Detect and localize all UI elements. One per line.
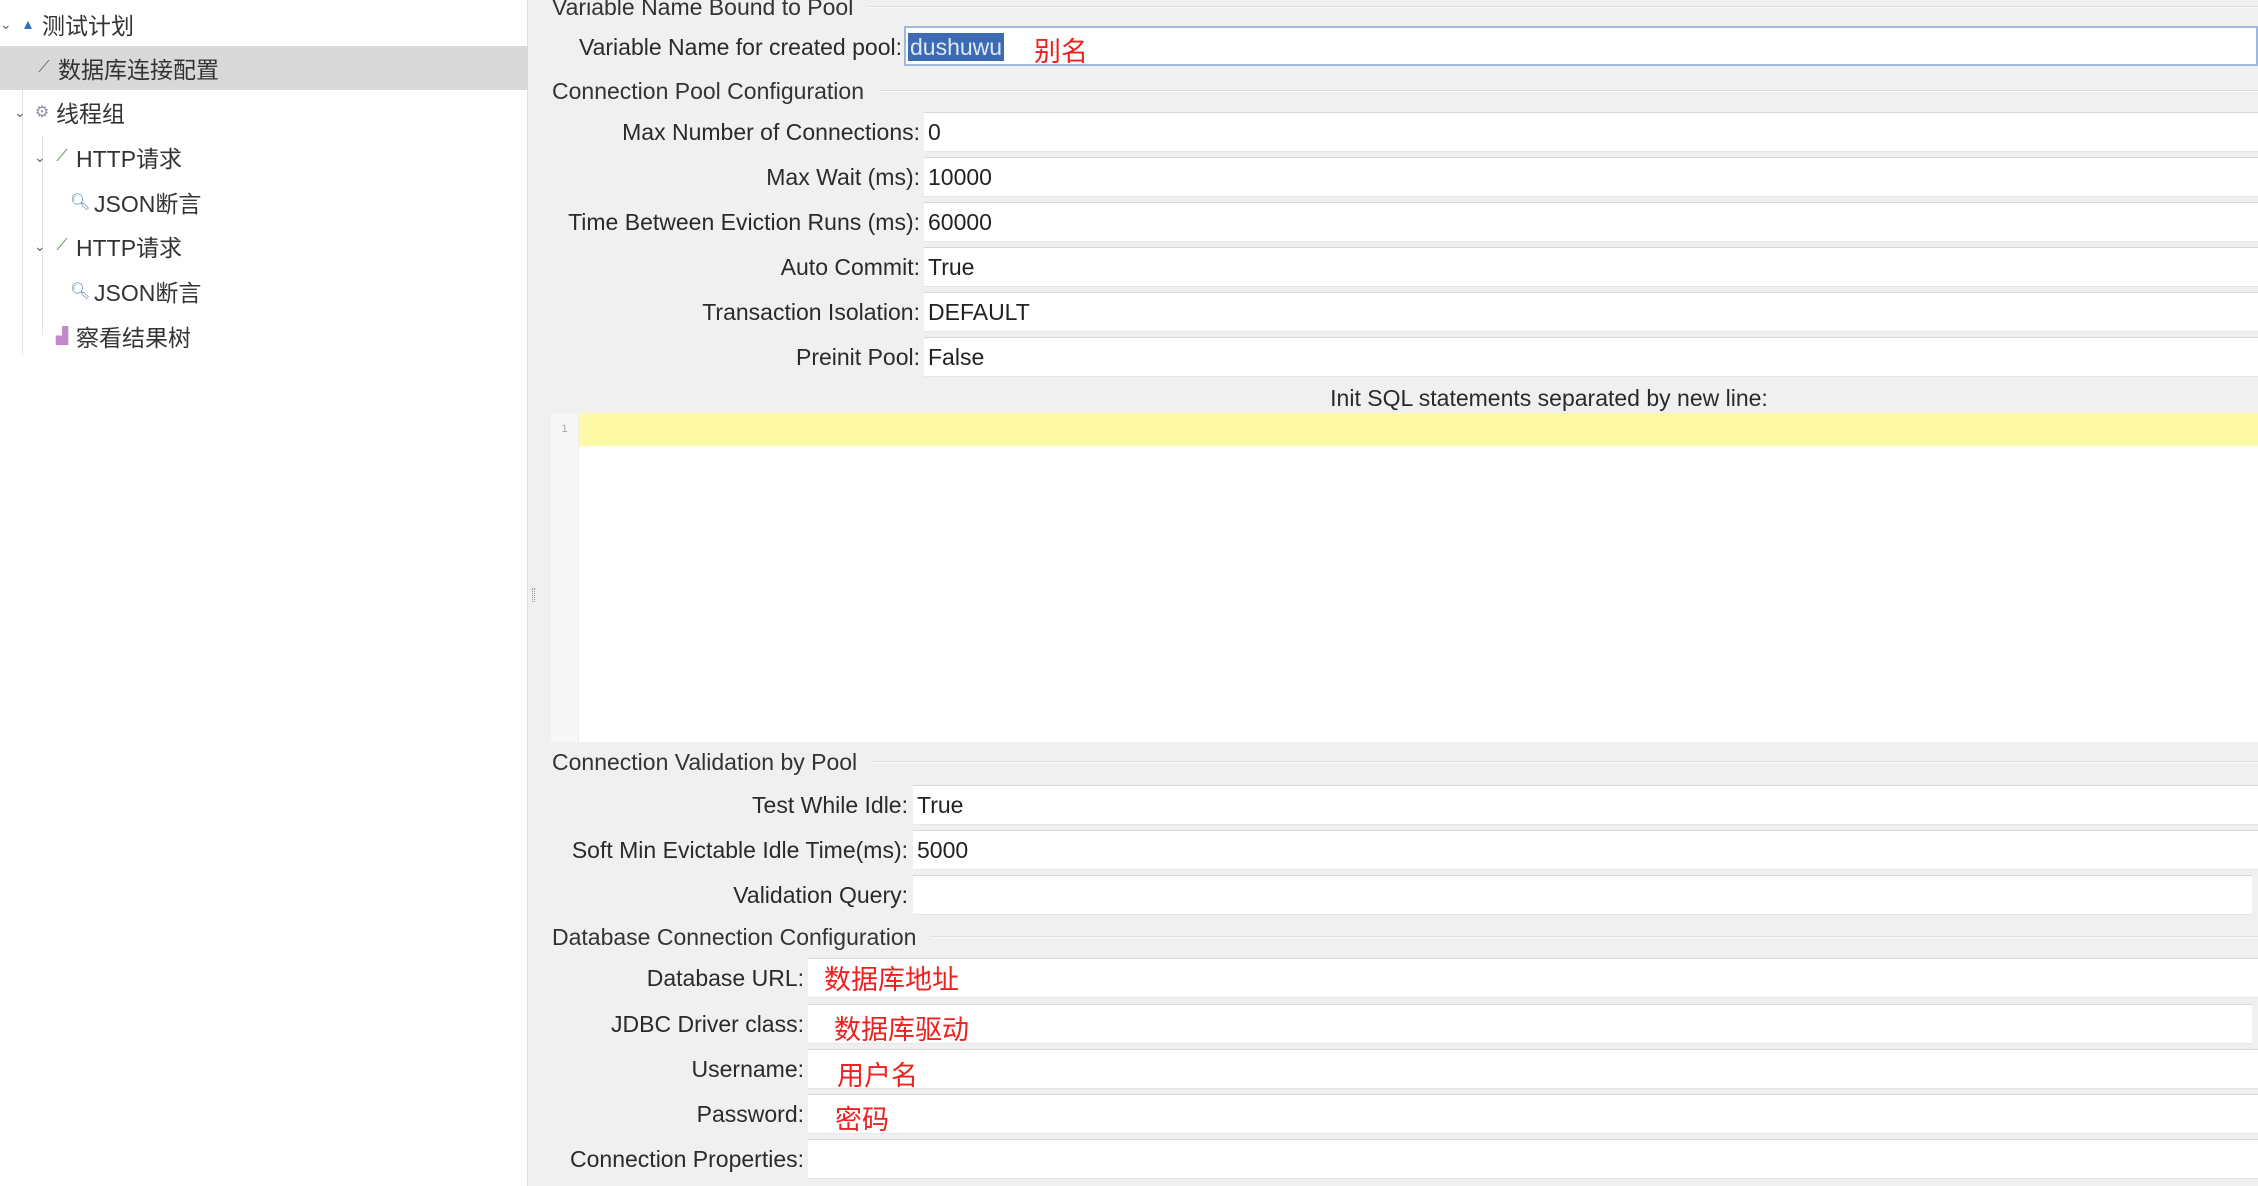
tree-item-label: 察看结果树: [76, 325, 191, 351]
sampler-pen-icon: ⟋: [56, 237, 68, 254]
annotation-db-url: 数据库地址: [824, 965, 959, 995]
tree-item-thread-group[interactable]: ⌄ ⚙ 线程组: [14, 90, 125, 134]
grip-icon: [532, 588, 535, 602]
section-connection-validation: Connection Validation by Pool: [552, 747, 2258, 777]
divider: [867, 6, 2258, 8]
annotation-username: 用户名: [837, 1061, 918, 1091]
soft-min-evictable-label: Soft Min Evictable Idle Time(ms):: [571, 837, 908, 863]
divider: [871, 761, 2258, 763]
annotation-jdbc-driver: 数据库驱动: [834, 1015, 969, 1045]
test-plan-icon: ▴: [23, 16, 33, 33]
test-while-idle-select[interactable]: True: [913, 785, 2258, 825]
tree-item-json-assertion[interactable]: 🔍︎ JSON断言: [70, 180, 201, 224]
tree-item-json-assertion[interactable]: 🔍︎ JSON断言: [70, 269, 201, 313]
current-line-highlight: [579, 413, 2258, 446]
line-number: 1: [561, 423, 568, 435]
auto-commit-select[interactable]: True: [924, 247, 2258, 287]
auto-commit-label: Auto Commit:: [780, 254, 920, 280]
tree-item-label: 测试计划: [42, 13, 134, 39]
jdbc-driver-input[interactable]: [808, 1004, 2252, 1044]
varname-input[interactable]: dushuwu: [904, 26, 2258, 66]
annotation-password: 密码: [835, 1105, 889, 1135]
magnifier-icon: 🔍︎: [70, 194, 91, 211]
line-number-gutter: 1: [551, 413, 579, 742]
chevron-down-icon[interactable]: ⌄: [34, 237, 46, 254]
tree-item-label: HTTP请求: [76, 146, 183, 172]
magnifier-icon: 🔍︎: [70, 283, 91, 300]
transaction-isolation-select[interactable]: DEFAULT: [924, 292, 2258, 332]
tree-item-label: 数据库连接配置: [58, 57, 219, 83]
username-input[interactable]: [808, 1049, 2258, 1089]
tree-item-db-config[interactable]: ⟋ 数据库连接配置: [0, 46, 528, 90]
eviction-runs-label: Time Between Eviction Runs (ms):: [568, 209, 920, 235]
chevron-down-icon[interactable]: ⌄: [34, 148, 46, 165]
section-title: Variable Name Bound to Pool: [552, 0, 854, 20]
tree-guide: [42, 135, 43, 335]
database-url-input[interactable]: [808, 958, 2258, 998]
username-label: Username:: [691, 1056, 804, 1082]
section-pool-config: Connection Pool Configuration: [552, 76, 2258, 106]
soft-min-evictable-input[interactable]: 5000: [913, 830, 2258, 870]
chevron-down-icon[interactable]: ⌄: [14, 103, 26, 120]
max-connections-input[interactable]: 0: [924, 112, 2258, 152]
config-wrench-icon: ⟋: [38, 59, 50, 76]
tree-item-http-request[interactable]: ⌄ ⟋ HTTP请求: [34, 135, 182, 179]
validation-query-label: Validation Query:: [733, 882, 908, 908]
divider: [930, 936, 2258, 938]
transaction-isolation-label: Transaction Isolation:: [702, 299, 920, 325]
test-plan-tree[interactable]: ⌄ ▴ 测试计划 ⟋ 数据库连接配置 ⌄ ⚙ 线程组 ⌄ ⟋ HTTP请求 🔍︎…: [0, 0, 528, 1186]
tree-item-label: JSON断言: [94, 280, 202, 306]
section-title: Database Connection Configuration: [552, 923, 917, 950]
preinit-pool-select[interactable]: False: [924, 337, 2258, 377]
gear-icon: ⚙: [34, 104, 50, 121]
tree-item-label: JSON断言: [94, 191, 202, 217]
init-sql-label: Init SQL statements separated by new lin…: [1330, 385, 1768, 411]
section-db-connection: Database Connection Configuration: [552, 922, 2258, 952]
section-title: Connection Pool Configuration: [552, 77, 864, 104]
jdbc-driver-label: JDBC Driver class:: [611, 1011, 804, 1037]
chevron-down-icon[interactable]: ⌄: [0, 15, 12, 32]
varname-selected-text: dushuwu: [908, 33, 1005, 61]
preinit-pool-label: Preinit Pool:: [795, 344, 920, 370]
tree-item-test-plan[interactable]: ⌄ ▴ 测试计划: [0, 2, 134, 46]
eviction-runs-input[interactable]: 60000: [924, 202, 2258, 242]
max-connections-label: Max Number of Connections:: [622, 119, 920, 145]
divider: [877, 90, 2258, 92]
tree-item-label: HTTP请求: [76, 235, 183, 261]
varname-label: Variable Name for created pool:: [578, 34, 902, 60]
connection-properties-label: Connection Properties:: [570, 1146, 804, 1172]
max-wait-label: Max Wait (ms):: [766, 164, 920, 190]
tree-item-http-request[interactable]: ⌄ ⟋ HTTP请求: [34, 224, 182, 268]
tree-guide: [22, 90, 23, 355]
sampler-pen-icon: ⟋: [56, 148, 68, 165]
tree-item-label: 线程组: [56, 101, 125, 127]
init-sql-editor[interactable]: 1: [551, 413, 2258, 742]
section-variable-bound: Variable Name Bound to Pool: [552, 0, 2258, 22]
database-url-label: Database URL:: [646, 965, 804, 991]
validation-query-input[interactable]: [913, 875, 2252, 915]
tree-item-view-results-tree[interactable]: ▟ 察看结果树: [52, 314, 191, 358]
max-wait-input[interactable]: 10000: [924, 157, 2258, 197]
connection-properties-input[interactable]: [808, 1139, 2258, 1179]
test-while-idle-label: Test While Idle:: [752, 792, 908, 818]
password-input[interactable]: [808, 1094, 2258, 1134]
splitter-handle[interactable]: [528, 0, 540, 1186]
annotation-alias: 别名: [1034, 37, 1088, 67]
section-title: Connection Validation by Pool: [552, 748, 858, 775]
listener-chart-icon: ▟: [55, 328, 69, 345]
password-label: Password:: [696, 1101, 804, 1127]
